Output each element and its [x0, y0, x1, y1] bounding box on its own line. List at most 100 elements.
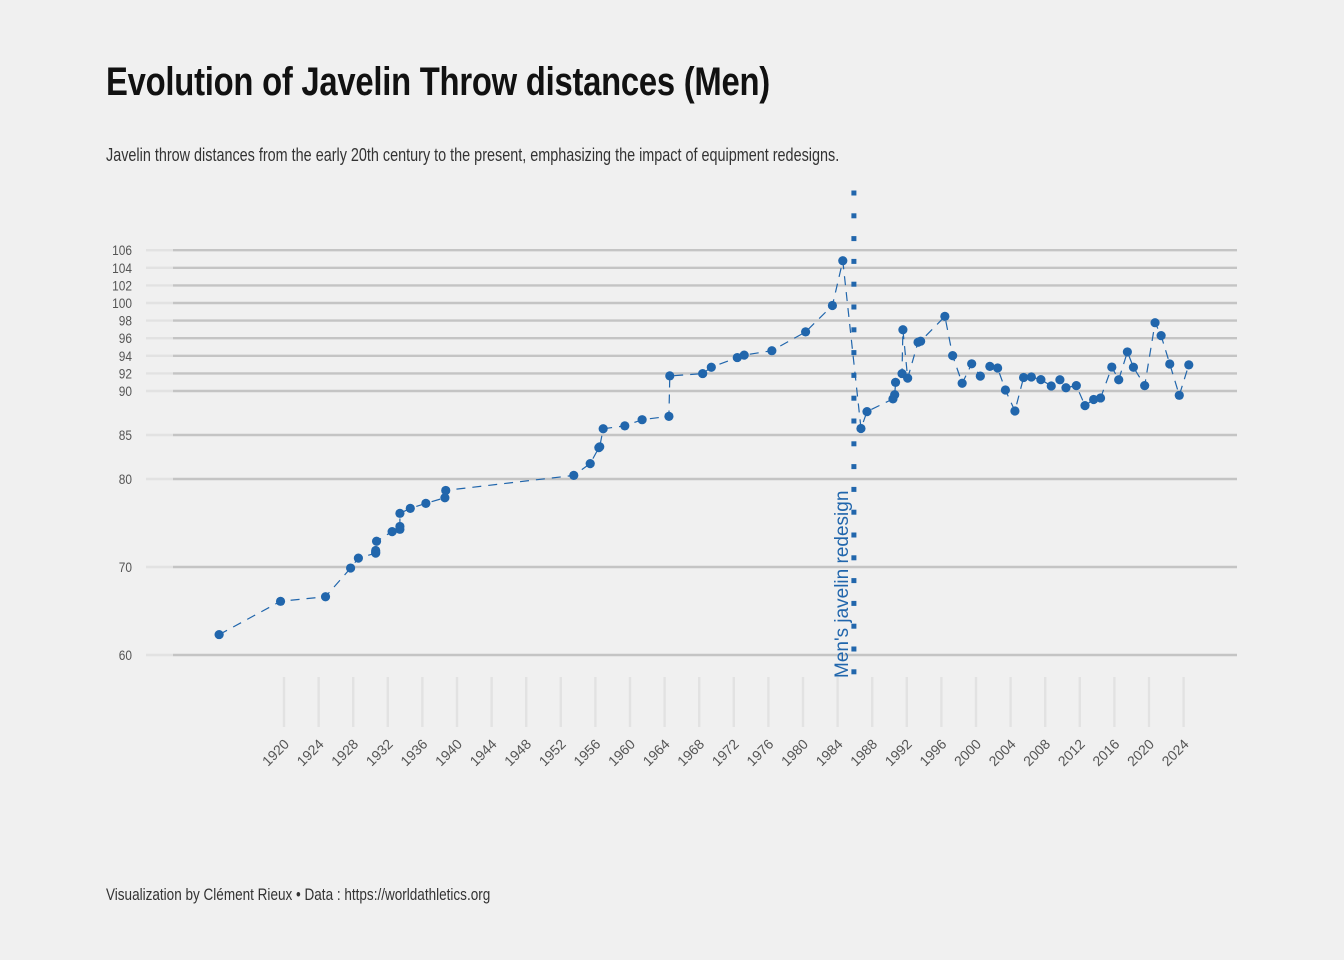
data-point: 1990.7: 90.98	[890, 377, 901, 387]
data-point: 2017.5: 94.44	[1122, 347, 1132, 357]
x-tick-label: 1996	[916, 736, 949, 769]
x-tick-label: 1952	[536, 736, 569, 769]
data-point: 2013.6: 89.03	[1089, 394, 1099, 405]
x-tick-label: 1992	[882, 736, 915, 769]
y-tick-label: 60	[119, 647, 132, 663]
redesign-line-dot	[851, 236, 857, 242]
redesign-line-dot	[851, 669, 857, 675]
data-point: 2012.6: 88.34	[1080, 401, 1090, 411]
x-tick-label: 2004	[985, 736, 1018, 769]
data-point: 2005.5: 91.53	[1018, 372, 1029, 383]
data-point: 2020.7: 97.76	[1150, 318, 1160, 328]
data-point: 1932.5: 74.02	[387, 527, 397, 537]
redesign-line-dot	[851, 190, 857, 196]
x-tick-label: 1976	[743, 736, 776, 769]
y-tick-label: 70	[119, 559, 132, 575]
data-point: 1983.4: 99.72	[827, 300, 838, 311]
data-point: 2002.5: 92.61	[993, 363, 1003, 373]
redesign-line-dot	[851, 555, 857, 561]
data-point: 2014.4: 89.21	[1095, 393, 1106, 403]
data-point: 2023.5: 89.51	[1174, 390, 1184, 400]
x-tick-label: 1944	[466, 736, 499, 769]
redesign-line-dot	[851, 327, 857, 333]
redesign-line-dot	[851, 372, 857, 378]
data-point: 2015.7: 92.72	[1107, 362, 1117, 372]
y-tick-label: 106	[112, 242, 132, 258]
x-tick-label: 1920	[259, 736, 292, 769]
y-tick-label: 85	[119, 427, 132, 443]
chart-title: Evolution of Javelin Throw distances (Me…	[106, 60, 770, 104]
data-point: 2022.4: 93.07	[1165, 359, 1175, 369]
redesign-line-dot	[851, 532, 857, 538]
data-point: 1997.3: 94.02	[948, 351, 958, 361]
data-point: 1999.5: 93.09	[967, 359, 977, 369]
x-tick-label: 1980	[778, 736, 811, 769]
redesign-line-dot	[851, 578, 857, 584]
data-point: 1927.7: 69.88	[346, 563, 356, 573]
data-point: 1924.8: 66.62	[320, 592, 331, 602]
data-point: 1933.4: 76.1	[395, 508, 405, 518]
x-tick-label: 2016	[1089, 736, 1122, 769]
y-tick-label: 104	[112, 260, 132, 276]
data-point: 2003.4: 90.11	[1000, 385, 1011, 395]
y-tick-label: 98	[119, 313, 132, 329]
x-tick-label: 1936	[397, 736, 430, 769]
data-point: 1964.5: 87.12	[664, 411, 674, 421]
data-point: 1934.6: 76.66	[405, 503, 415, 513]
x-tick-label: 1940	[432, 736, 465, 769]
redesign-line-dot	[851, 509, 857, 515]
series-layer: 1912.5: 62.32 1919.6: 66.1 1924.8: 66.62 19…	[214, 256, 1194, 640]
data-point: 1933.4: 74.61	[395, 521, 405, 532]
redesign-line-dot	[851, 646, 857, 652]
y-tick-label: 94	[119, 348, 132, 364]
data-point: 1992.1: 91.46	[903, 373, 913, 383]
x-tick-label: 2000	[951, 736, 984, 769]
data-point: 2021.4: 96.29	[1156, 331, 1166, 341]
data-point: 2011.6: 90.61	[1071, 381, 1081, 391]
x-tick-label: 2012	[1055, 736, 1088, 769]
x-tick-label: 1948	[501, 736, 534, 769]
data-point: 2007.5: 91.29	[1036, 375, 1046, 385]
data-point: 2016.5: 91.28	[1114, 375, 1124, 385]
redesign-line-dot	[851, 464, 857, 470]
data-point: 1998.4: 90.88	[957, 378, 967, 388]
grid-layer	[173, 248, 1237, 657]
x-tick-label: 1984	[812, 736, 845, 769]
data-point: 1936.4: 77.23	[421, 498, 431, 508]
data-point: 1928.6: 71.01	[353, 553, 363, 563]
data-point: 1980.3: 96.72	[800, 327, 811, 337]
data-point: 1986.7: 85.74	[856, 423, 866, 434]
data-point: 1968.4: 91.98	[698, 368, 708, 379]
redesign-annotation-label: Men's javelin redesign	[832, 491, 853, 678]
chart-subtitle: Javelin throw distances from the early 2…	[106, 145, 840, 165]
redesign-line-dot	[851, 418, 857, 424]
x-tick-label: 1972	[709, 736, 742, 769]
data-point: 1972.4: 93.8	[732, 352, 742, 363]
x-tick-label: 1960	[605, 736, 638, 769]
x-tick-label: 1932	[363, 736, 396, 769]
data-point: 1956.9: 85.71	[598, 424, 608, 434]
data-point: 1987.4: 87.66	[862, 406, 872, 417]
y-tick-label: 96	[119, 330, 132, 346]
data-point: 2000.5: 91.69	[975, 371, 985, 381]
redesign-annotation: Men's javelin redesign	[832, 190, 857, 678]
redesign-line-dot	[851, 258, 857, 264]
data-point: 1964.6: 91.72	[665, 371, 675, 381]
redesign-line-dot	[851, 486, 857, 492]
data-point: 1912.5: 62.32	[214, 629, 224, 640]
y-tick-label: 100	[112, 295, 132, 311]
x-tick-label: 1964	[639, 736, 672, 769]
redesign-line-dot	[851, 304, 857, 310]
x-axis: 1920 1924 1928 1932 1936 1940 1944 1948 1952 1956…	[259, 677, 1192, 769]
data-point: 1976.4: 94.58	[767, 346, 777, 356]
chart-caption: Visualization by Clément Rieux • Data : …	[106, 886, 491, 904]
data-point: 2010.4: 90.37	[1061, 383, 1071, 393]
x-tick-label: 1968	[674, 736, 707, 769]
redesign-line-dot	[851, 600, 857, 606]
redesign-line-dot	[851, 281, 857, 287]
x-tick-label: 1988	[847, 736, 880, 769]
redesign-line-dot	[851, 441, 857, 447]
y-tick-label: 80	[119, 471, 132, 487]
